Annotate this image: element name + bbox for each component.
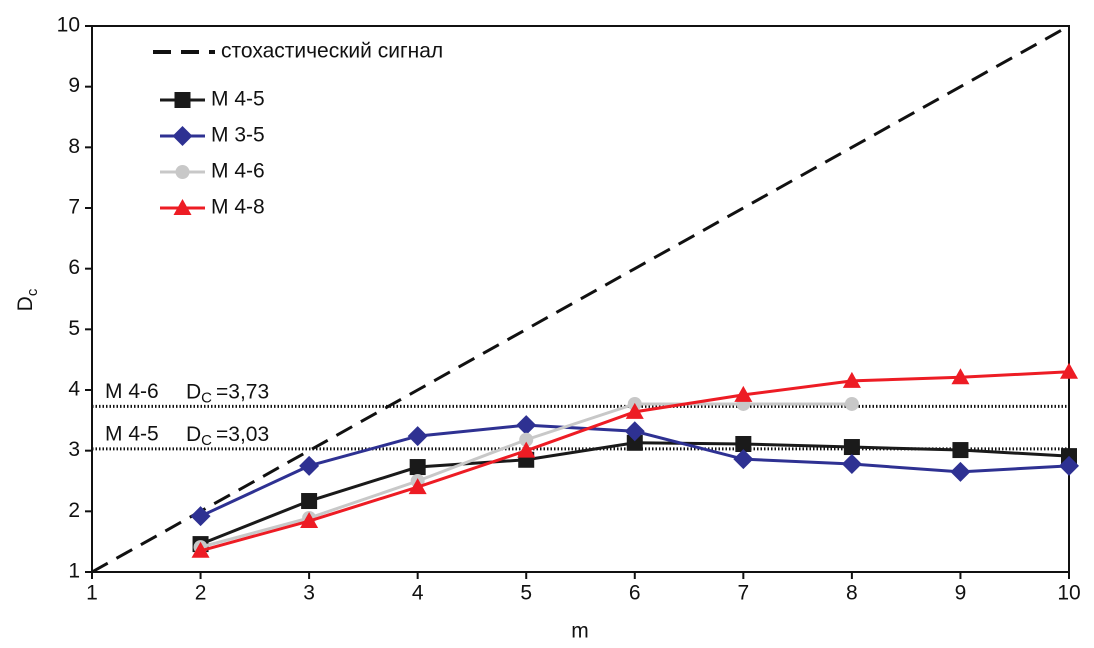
marker [1060, 362, 1078, 379]
y-axis-label-main: D [14, 296, 37, 311]
marker [407, 426, 428, 447]
marker [1059, 455, 1079, 476]
y-tick-label: 7 [68, 196, 80, 219]
marker [951, 368, 970, 385]
legend-label: M 4-8 [211, 196, 265, 219]
reference-value: =3,73 [216, 380, 269, 403]
marker [626, 434, 643, 451]
plot-frame [91, 25, 1070, 573]
reference-value-label: DC =3,73 [186, 380, 269, 406]
marker [175, 165, 190, 179]
y-tick-label: 3 [68, 438, 80, 461]
marker [625, 402, 644, 419]
x-tick-label: 3 [303, 582, 315, 605]
series-line [200, 441, 1070, 546]
y-axis-label-sub: c [24, 288, 41, 296]
x-tick-label: 7 [737, 582, 749, 605]
marker [301, 493, 318, 510]
x-tick-label: 6 [629, 582, 641, 605]
marker [190, 506, 211, 527]
marker [624, 421, 645, 442]
y-tick-label: 4 [68, 378, 80, 401]
y-tick-label: 5 [68, 317, 80, 340]
marker [843, 439, 860, 456]
marker [844, 396, 859, 411]
marker [172, 126, 193, 146]
reference-symbol: D [186, 380, 201, 403]
reference-symbol-sub: C [201, 389, 212, 406]
legend-label: M 3-5 [211, 124, 265, 147]
reference-value: =3,03 [216, 422, 269, 445]
legend-label: стохастический сигнал [221, 40, 443, 63]
marker [191, 541, 210, 558]
y-tick-label: 1 [68, 560, 80, 583]
marker [516, 415, 537, 436]
marker [173, 199, 192, 215]
y-tick-label: 9 [68, 74, 80, 97]
marker [408, 478, 427, 495]
x-tick-label: 1 [86, 582, 98, 605]
reference-symbol-sub: C [201, 432, 212, 449]
marker [299, 455, 320, 476]
x-tick-label: 9 [955, 582, 967, 605]
reference-symbol: D [186, 422, 201, 445]
marker [519, 432, 534, 447]
marker [842, 371, 861, 388]
x-tick-label: 4 [412, 582, 424, 605]
reference-series-label: M 4-5 [105, 422, 159, 445]
marker [950, 461, 971, 482]
series-line [91, 24, 1070, 574]
x-axis-label: m [571, 620, 589, 643]
marker [841, 454, 862, 475]
x-tick-label: 10 [1057, 582, 1080, 605]
reference-series-label: M 4-6 [105, 380, 159, 403]
y-tick-label: 2 [68, 499, 80, 522]
marker [734, 385, 753, 402]
y-tick-label: 6 [68, 256, 80, 279]
x-tick-label: 2 [195, 582, 207, 605]
y-tick-label: 10 [57, 14, 80, 37]
x-tick-label: 5 [520, 582, 532, 605]
marker [300, 512, 319, 529]
marker [517, 441, 536, 458]
marker [174, 92, 191, 108]
marker [952, 442, 969, 459]
legend-label: M 4-6 [211, 160, 265, 183]
x-tick-label: 8 [846, 582, 858, 605]
reference-value-label: DC =3,03 [186, 422, 269, 448]
legend-label: M 4-5 [211, 88, 265, 111]
y-axis-label: Dc [14, 288, 41, 311]
y-tick-label: 8 [68, 135, 80, 158]
marker [409, 459, 426, 476]
marker [735, 435, 752, 452]
marker [733, 449, 754, 470]
